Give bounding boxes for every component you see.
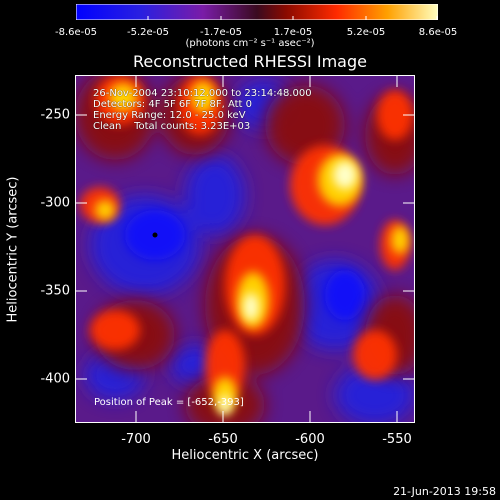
clean-counts-text: Clean Total counts: 3.23E+03 (93, 121, 251, 132)
time-range-text: 26-Nov-2004 23:10:12.000 to 23:14:48.000 (93, 88, 312, 99)
colorbar-tick: 1.7e-05 (273, 27, 313, 38)
colorbar-unit: (photons cm⁻² s⁻¹ asec⁻²) (185, 38, 315, 49)
colorbar-tick: -8.6e-05 (55, 27, 97, 38)
peak-position-text: Position of Peak = [-652,-393] (94, 397, 244, 408)
energy-range-text: Energy Range: 12.0 - 25.0 keV (93, 110, 246, 121)
colorbar (76, 4, 438, 20)
x-tick-label: -700 (121, 432, 151, 447)
colorbar-tick: -1.7e-05 (200, 27, 242, 38)
colorbar-tick: 8.6e-05 (418, 27, 458, 38)
y-tick-label: -350 (40, 283, 70, 299)
y-tick-label: -400 (40, 371, 70, 387)
x-axis-label: Heliocentric X (arcsec) (171, 448, 319, 463)
x-tick-label: -600 (295, 432, 325, 447)
rhessi-image (75, 75, 415, 423)
x-tick-label: -550 (382, 432, 412, 447)
colorbar-tick: -5.2e-05 (127, 27, 169, 38)
detectors-text: Detectors: 4F 5F 6F 7F 8F, Att 0 (93, 99, 253, 110)
colorbar-tick: 5.2e-05 (346, 27, 386, 38)
y-tick-label: -300 (40, 195, 70, 211)
x-tick-label: -650 (208, 432, 238, 447)
y-axis-label: Heliocentric Y (arcsec) (5, 176, 21, 323)
y-tick-label: -250 (40, 107, 70, 123)
image-title: Reconstructed RHESSI Image (133, 52, 367, 71)
timestamp-footer: 21-Jun-2013 19:58 (393, 485, 496, 498)
